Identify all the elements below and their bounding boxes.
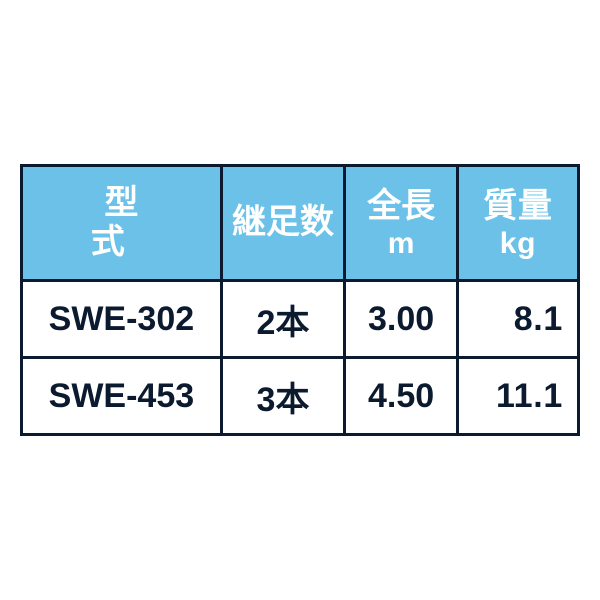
cell-length: 4.50 — [345, 358, 458, 435]
cell-model: SWE-302 — [22, 281, 222, 358]
header-legs-label: 継足数 — [232, 203, 334, 241]
cell-mass: 8.1 — [457, 281, 578, 358]
spec-table: 型 式 継足数 全長 m 質量 kg SWE-302 2本 3.00 — [20, 164, 580, 436]
cell-legs: 3本 — [221, 358, 344, 435]
table-row: SWE-453 3本 4.50 11.1 — [22, 358, 579, 435]
header-length: 全長 m — [345, 166, 458, 281]
table-row: SWE-302 2本 3.00 8.1 — [22, 281, 579, 358]
cell-length: 3.00 — [345, 281, 458, 358]
header-mass: 質量 kg — [457, 166, 578, 281]
cell-legs: 2本 — [221, 281, 344, 358]
header-legs: 継足数 — [221, 166, 344, 281]
header-row: 型 式 継足数 全長 m 質量 kg — [22, 166, 579, 281]
header-model-label: 型 式 — [77, 184, 227, 261]
header-length-unit: m — [350, 229, 452, 259]
cell-model: SWE-453 — [22, 358, 222, 435]
cell-mass: 11.1 — [457, 358, 578, 435]
header-model: 型 式 — [22, 166, 222, 281]
spec-table-container: 型 式 継足数 全長 m 質量 kg SWE-302 2本 3.00 — [20, 164, 580, 436]
header-length-label: 全長 — [367, 187, 435, 225]
header-mass-label: 質量 — [483, 187, 552, 225]
header-mass-unit: kg — [463, 229, 573, 259]
